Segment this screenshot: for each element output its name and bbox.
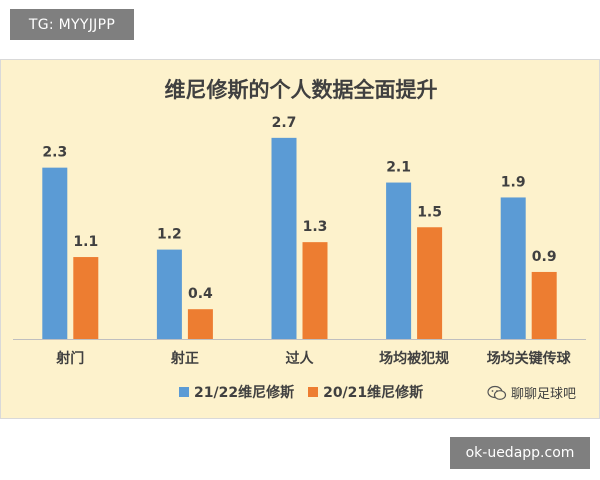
bar-series2-2 bbox=[302, 242, 328, 339]
chart-legend: 21/22维尼修斯 20/21维尼修斯 bbox=[179, 382, 423, 402]
bar-series1-4 bbox=[500, 197, 526, 339]
data-label-series2-2: 1.3 bbox=[303, 219, 328, 235]
bar-series1-0 bbox=[42, 167, 68, 339]
x-tick-label-1: 射正 bbox=[170, 350, 199, 367]
bar-chart: 2.3 1.1 射门 1.2 0.4 射正 2.7 1.3 过人 2.1 1.5 场均被犯规 1.9 0.… bbox=[13, 115, 586, 367]
bar-series2-1 bbox=[187, 309, 213, 339]
bar-series2-3 bbox=[417, 227, 443, 339]
x-tick-label-4: 场均关键传球 bbox=[487, 350, 572, 367]
x-tick-label-3: 场均被犯规 bbox=[379, 350, 449, 367]
bar-series2-4 bbox=[531, 271, 557, 339]
legend-label-series1: 21/22维尼修斯 bbox=[194, 385, 295, 401]
bar-series2-0 bbox=[73, 257, 99, 339]
bar-series1-2 bbox=[271, 137, 297, 339]
data-label-series2-0: 1.1 bbox=[73, 234, 98, 250]
chart-title: 维尼修斯的个人数据全面提升 bbox=[164, 78, 438, 102]
bottom-tag: ok-uedapp.com bbox=[450, 437, 590, 469]
bar-series1-3 bbox=[386, 182, 412, 339]
x-tick-label-2: 过人 bbox=[286, 350, 315, 367]
top-tag: TG: MYYJJPP bbox=[10, 9, 134, 40]
data-label-series2-1: 0.4 bbox=[188, 286, 213, 302]
data-label-series2-4: 0.9 bbox=[532, 249, 557, 265]
legend-item-series1: 21/22维尼修斯 bbox=[179, 382, 294, 402]
legend-swatch-series2 bbox=[308, 387, 319, 397]
data-label-series1-2: 2.7 bbox=[272, 115, 297, 131]
x-tick-label-0: 射门 bbox=[55, 350, 84, 367]
data-label-series2-3: 1.5 bbox=[417, 204, 442, 220]
legend-item-series2: 20/21维尼修斯 bbox=[308, 382, 423, 402]
legend-label-series2: 20/21维尼修斯 bbox=[323, 385, 424, 401]
data-label-series1-4: 1.9 bbox=[501, 174, 526, 190]
bar-series1-1 bbox=[156, 249, 182, 339]
data-label-series1-0: 2.3 bbox=[42, 145, 67, 161]
data-label-series1-1: 1.2 bbox=[157, 227, 182, 243]
legend-swatch-series1 bbox=[179, 387, 189, 397]
watermark-text: 聊聊足球吧 bbox=[511, 387, 577, 402]
watermark: 聊聊足球吧 bbox=[487, 383, 576, 402]
data-label-series1-3: 2.1 bbox=[386, 160, 411, 176]
wechat-icon bbox=[487, 385, 507, 400]
chart-panel: 维尼修斯的个人数据全面提升 2.3 1.1 射门 1.2 0.4 射正 2.7 1.3 过人 2.… bbox=[0, 59, 600, 419]
